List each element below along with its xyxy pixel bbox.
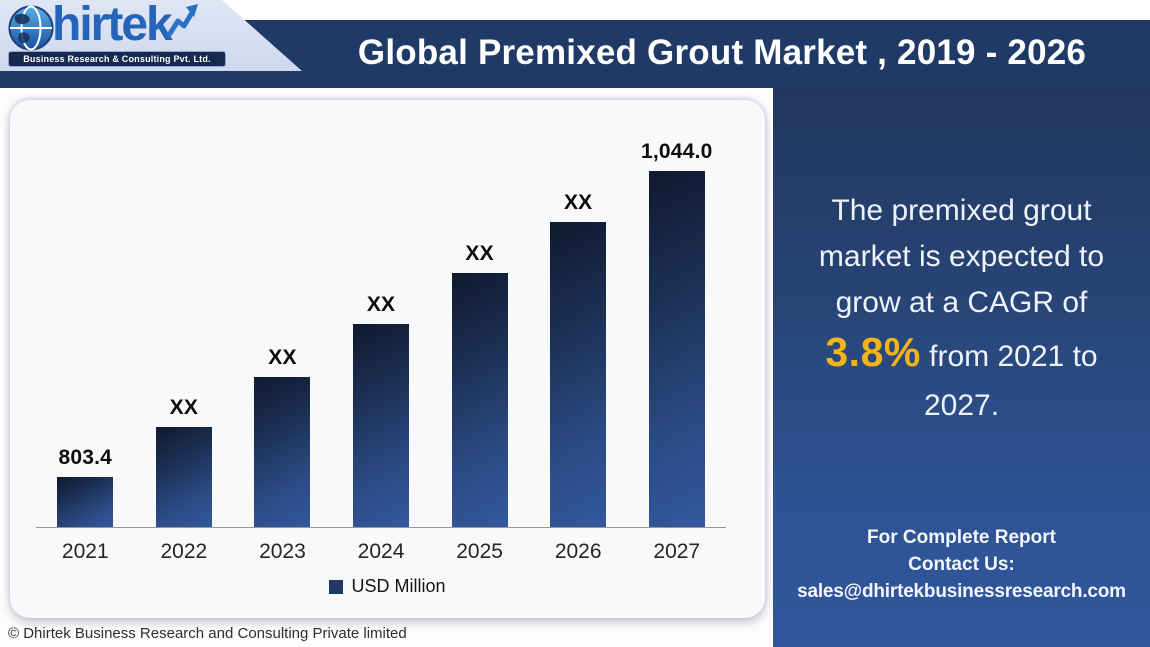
contact-email: sales@dhirtekbusinessresearch.com (797, 581, 1126, 602)
bar-value-label-2025: XX (465, 242, 494, 265)
copyright-text: © Dhirtek Business Research and Consulti… (8, 625, 407, 642)
page-title: Global Premixed Grout Market , 2019 - 20… (357, 33, 1087, 72)
cagr-note: The premixed grout market is expected to… (819, 188, 1104, 429)
bar-plot: 803.4 XX XX XX XX XX 1,044.0 (36, 100, 726, 528)
bar-2024 (353, 324, 410, 527)
growth-arrow-icon (166, 4, 198, 38)
bar-column-2024: XX (332, 100, 431, 527)
bar-2027 (648, 171, 705, 527)
bar-value-label-2024: XX (366, 293, 396, 316)
legend: USD Million (10, 576, 765, 597)
header: Global Premixed Grout Market , 2019 - 20… (0, 0, 1150, 88)
bar-value-label-2026: XX (563, 191, 593, 214)
x-tick-label-2021: 2021 (61, 540, 109, 563)
brand-wordmark: hirtek (52, 0, 173, 51)
x-tick-label-2023: 2023 (259, 540, 306, 563)
bar-column-2023: XX (233, 100, 332, 527)
bar-2021 (57, 477, 114, 527)
x-tick-label-2022: 2022 (160, 540, 208, 563)
note-line: 2027. (923, 389, 1000, 422)
logo: hirtek (8, 1, 199, 51)
bar-2023 (254, 377, 311, 527)
bar-2022 (155, 427, 212, 527)
sidebar: The premixed grout market is expected to… (773, 88, 1150, 647)
bar-column-2027: 1,044.0 (627, 100, 726, 527)
bar-value-label-2022: XX (169, 396, 199, 419)
bar-2026 (550, 222, 607, 527)
contact-line1: For Complete Report (867, 527, 1056, 548)
x-tick-label-2024: 2024 (357, 540, 405, 563)
contact-line2: Contact Us: (908, 554, 1015, 575)
x-tick-label-2026: 2026 (554, 540, 602, 563)
note-line: grow at a CAGR of (835, 286, 1088, 319)
legend-label: USD Million (351, 576, 446, 596)
note-line-rest: from 2021 to (920, 340, 1098, 373)
legend-swatch-icon (329, 579, 344, 594)
bar-value-label-2027: 1,044.0 (641, 140, 713, 163)
note-line: The premixed grout (831, 194, 1092, 227)
x-tick-label-2027: 2027 (653, 540, 701, 563)
x-axis-labels: 2021 2022 2023 2024 2025 2026 2027 (36, 540, 726, 564)
x-tick-label-2025: 2025 (456, 540, 503, 563)
bar-column-2025: XX (430, 100, 529, 527)
note-line-highlight: 3.8% from 2021 to (819, 326, 1104, 383)
contact-block: For Complete Report Contact Us: sales@dh… (797, 524, 1126, 605)
bar-value-label-2021: 803.4 (58, 446, 113, 469)
globe-icon (8, 5, 54, 51)
chart-card: 803.4 XX XX XX XX XX 1,044.0 2021 2022 2023 2024 2… (10, 100, 765, 618)
bar-column-2022: XX (135, 100, 234, 527)
bar-value-label-2023: XX (268, 346, 297, 369)
bar-column-2021: 803.4 (36, 100, 135, 527)
logo-tagline: Business Research & Consulting Pvt. Ltd. (8, 51, 226, 67)
note-line: market is expected to (818, 240, 1105, 273)
cagr-value: 3.8% (825, 329, 921, 375)
bar-column-2026: XX (529, 100, 628, 527)
bar-2025 (451, 273, 508, 527)
